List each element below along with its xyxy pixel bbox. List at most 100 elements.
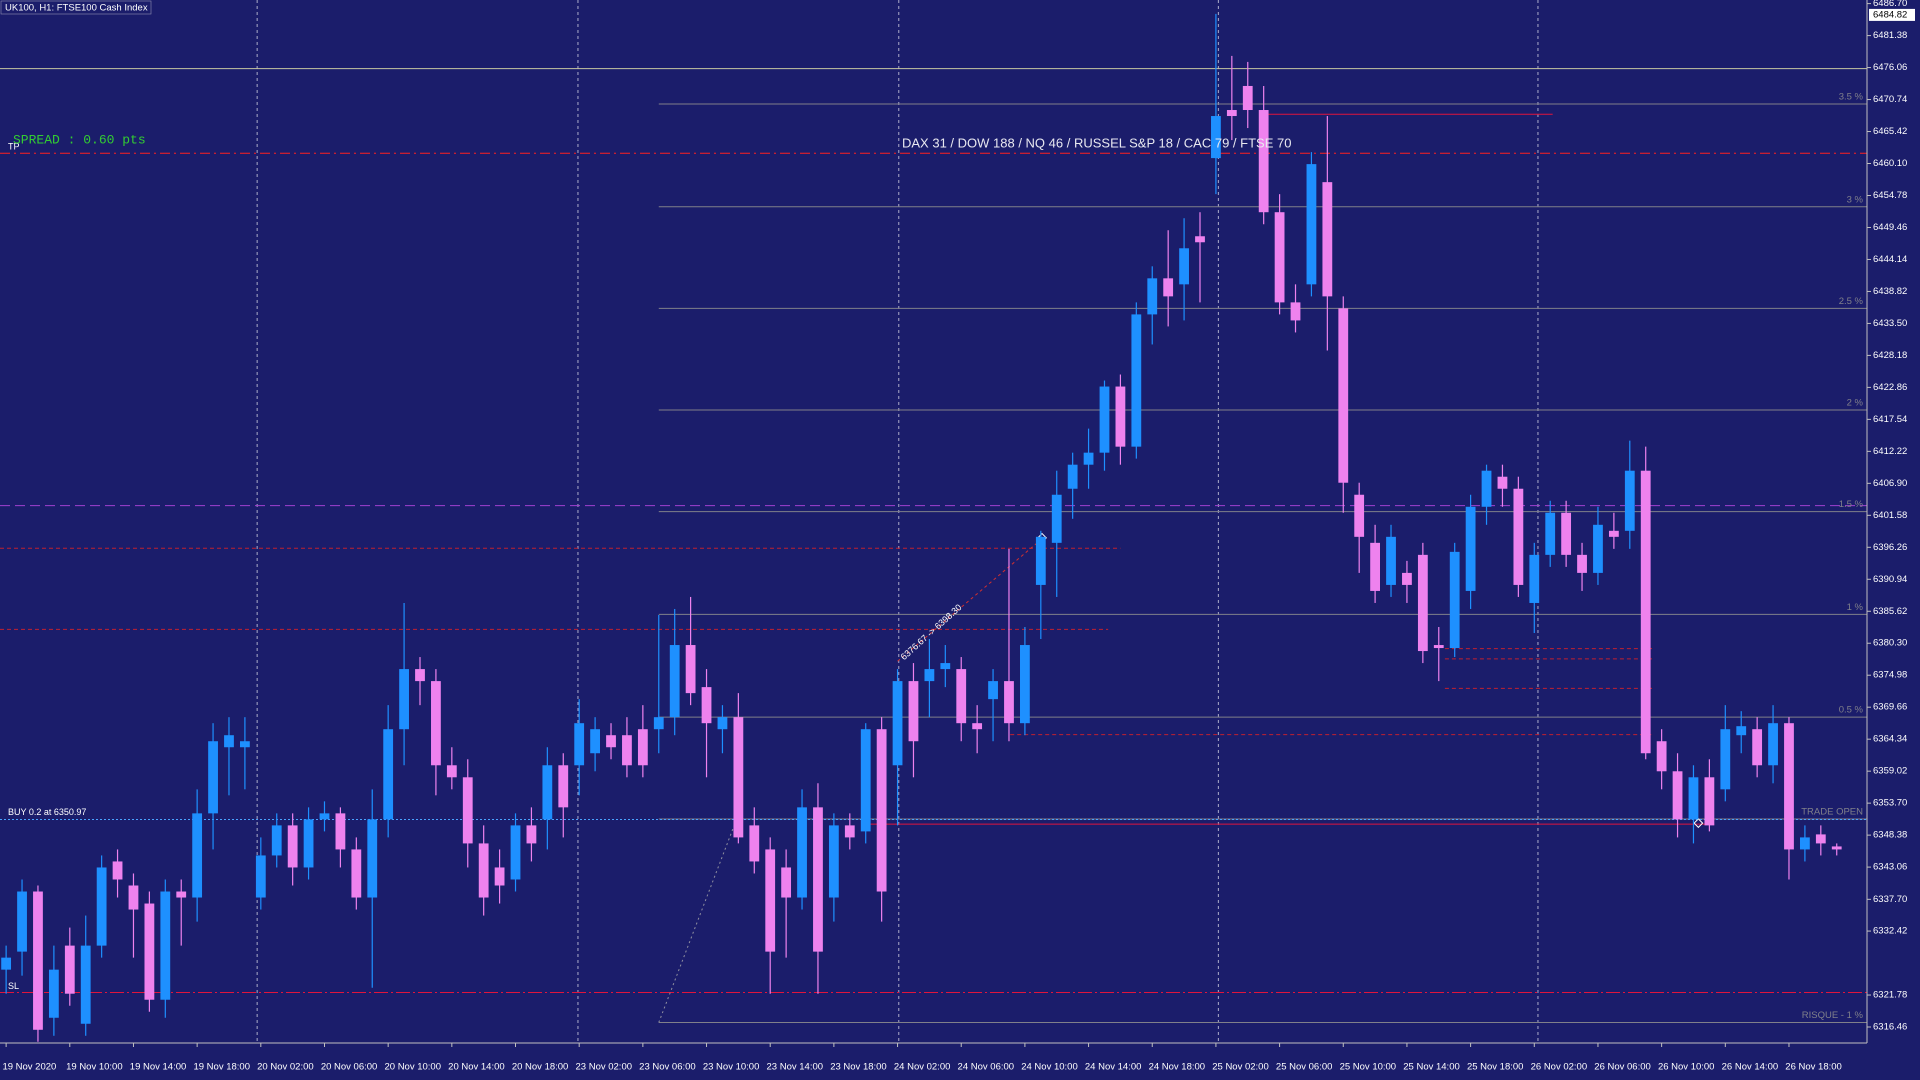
x-tick-label: 23 Nov 10:00 — [703, 1062, 760, 1073]
candle-body — [653, 717, 664, 730]
candle-body — [940, 663, 951, 670]
x-tick-label: 23 Nov 18:00 — [830, 1062, 887, 1073]
candle-body — [1815, 834, 1826, 844]
y-tick-label: 6380.30 — [1873, 638, 1907, 649]
candle-body — [1577, 554, 1587, 573]
x-tick-label: 26 Nov 18:00 — [1785, 1062, 1842, 1073]
y-tick-label: 6444.14 — [1873, 254, 1907, 265]
candle-body — [208, 741, 218, 814]
risk-level-label: 3.5 % — [1839, 92, 1864, 103]
candle-body — [1481, 470, 1492, 507]
candle-body — [1640, 470, 1651, 754]
candle-body — [1784, 723, 1794, 850]
candle-body — [1115, 386, 1126, 447]
y-tick-label: 6438.82 — [1873, 286, 1907, 297]
x-tick-label: 24 Nov 06:00 — [958, 1062, 1015, 1073]
risk-level-label: 0.5 % — [1839, 705, 1864, 716]
x-tick-label: 19 Nov 2020 — [2, 1062, 56, 1073]
candle-body — [1306, 164, 1317, 285]
candle-body — [972, 723, 983, 730]
candle-body — [1195, 236, 1205, 243]
candle-body — [1, 957, 12, 970]
candle-body — [415, 669, 425, 682]
y-tick-label: 6422.86 — [1873, 382, 1907, 393]
y-tick-label: 6417.54 — [1873, 414, 1907, 425]
candle-body — [860, 729, 871, 832]
candle-body — [797, 807, 807, 898]
candle-body — [1417, 554, 1428, 652]
y-tick-label: 6369.66 — [1873, 702, 1907, 713]
candle-body — [1290, 302, 1301, 321]
y-tick-label: 6374.98 — [1873, 670, 1907, 681]
candle-body — [1402, 572, 1412, 585]
x-tick-label: 26 Nov 10:00 — [1658, 1062, 1715, 1073]
candle-body — [1624, 470, 1635, 531]
risk-level-label: 2.5 % — [1839, 296, 1864, 307]
risk-level-label: 3 % — [1847, 194, 1864, 205]
chart-title: UK100, H1: FTSE100 Cash Index — [5, 3, 148, 14]
sl-label: SL — [8, 981, 19, 991]
candle-body — [1370, 542, 1380, 591]
candle-body — [271, 825, 282, 856]
buy-label: BUY 0.2 at 6350.97 — [8, 807, 86, 817]
candle-body — [590, 729, 600, 754]
indices-label: DAX 31 / DOW 188 / NQ 46 / RUSSEL S&P 18… — [902, 135, 1291, 150]
candle-body — [287, 825, 298, 868]
candle-body — [446, 765, 457, 778]
y-tick-label: 6449.46 — [1873, 222, 1907, 233]
candle-body — [192, 813, 203, 898]
candle-body — [606, 735, 616, 748]
candle-body — [64, 945, 75, 994]
candle-body — [1226, 110, 1237, 117]
candle-body — [478, 843, 489, 898]
candle-body — [367, 819, 378, 898]
candle-body — [1338, 308, 1349, 483]
candle-body — [255, 855, 266, 898]
candle-body — [1211, 116, 1221, 159]
risk-level-label: 1 % — [1847, 602, 1864, 613]
x-tick-label: 24 Nov 14:00 — [1085, 1062, 1142, 1073]
candle-body — [33, 891, 43, 1030]
candle-body — [1386, 536, 1396, 585]
trade-marker — [1693, 818, 1704, 829]
x-tick-label: 25 Nov 10:00 — [1340, 1062, 1397, 1073]
candle-body — [876, 729, 887, 892]
y-tick-label: 6364.34 — [1873, 734, 1907, 745]
x-tick-label: 26 Nov 02:00 — [1531, 1062, 1588, 1073]
levels-layer — [0, 0, 1868, 1043]
candle-body — [303, 819, 314, 868]
y-tick-label: 6406.90 — [1873, 478, 1907, 489]
y-tick-label: 6470.74 — [1873, 94, 1907, 105]
candle-body — [224, 735, 234, 748]
candle-body — [1593, 524, 1603, 573]
candle-body — [176, 891, 187, 898]
y-tick-label: 6454.78 — [1873, 190, 1907, 201]
candle-body — [685, 645, 696, 694]
x-tick-label: 20 Nov 10:00 — [384, 1062, 441, 1073]
candle-body — [1545, 512, 1556, 555]
candle-body — [112, 861, 123, 880]
y-tick-label: 6348.38 — [1873, 830, 1907, 841]
x-tick-label: 26 Nov 06:00 — [1594, 1062, 1651, 1073]
candle-body — [1147, 278, 1158, 315]
candle-body — [669, 645, 680, 718]
x-tick-label: 19 Nov 18:00 — [193, 1062, 250, 1073]
bid-price-box — [1869, 8, 1915, 21]
y-tick-label: 6359.02 — [1873, 766, 1907, 777]
candle-body — [1736, 726, 1747, 736]
candle-body — [1067, 464, 1078, 489]
y-tick-label: 6316.46 — [1873, 1022, 1907, 1033]
candle-body — [160, 891, 171, 1000]
candle-body — [749, 825, 760, 862]
x-tick-label: 19 Nov 10:00 — [66, 1062, 123, 1073]
y-tick-label: 6481.38 — [1873, 30, 1907, 41]
candle-body — [510, 825, 521, 880]
candle-body — [1099, 386, 1110, 453]
candle-body — [1004, 681, 1014, 724]
candle-body — [1131, 314, 1142, 447]
x-tick-label: 23 Nov 02:00 — [576, 1062, 633, 1073]
x-tick-label: 25 Nov 02:00 — [1212, 1062, 1269, 1073]
trade-path — [658, 807, 742, 1023]
trade-path — [897, 538, 1043, 662]
